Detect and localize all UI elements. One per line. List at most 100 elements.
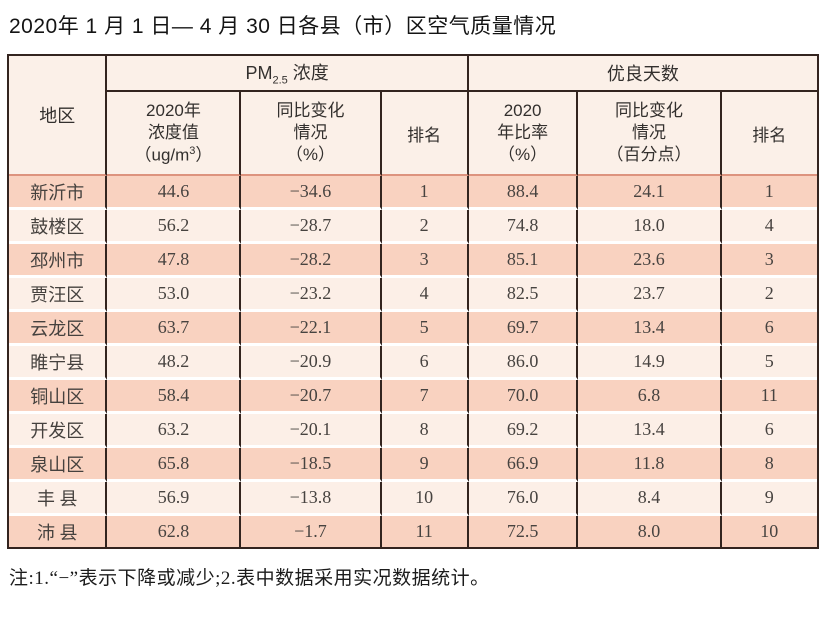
table-row: 泉山区 65.8 −18.5 9 66.9 11.8 8 [9, 448, 817, 482]
col-header-pm-rank: 排名 [381, 92, 469, 176]
pm-value-cell: 63.7 [107, 312, 242, 346]
pm-rank-cell: 10 [381, 482, 469, 516]
pm-rank-cell: 5 [381, 312, 469, 346]
good-change-cell: 18.0 [578, 210, 722, 244]
pm-value-cell: 62.8 [107, 516, 242, 547]
header-sub-row: 2020年 浓度值 （ug/m3） 同比变化 情况 （%） 排名 2020 年比… [9, 92, 817, 176]
good-rank-cell: 1 [721, 176, 817, 210]
good-rank-cell: 9 [721, 482, 817, 516]
table-row: 开发区 63.2 −20.1 8 69.2 13.4 6 [9, 414, 817, 448]
pm-value-cell: 44.6 [107, 176, 242, 210]
pm-change-cell: −1.7 [241, 516, 382, 547]
pm-value-cell: 47.8 [107, 244, 242, 278]
good-ratio-cell: 85.1 [468, 244, 579, 278]
region-cell: 新沂市 [9, 176, 108, 210]
good-ratio-cell: 69.7 [468, 312, 579, 346]
pm-change-cell: −20.1 [241, 414, 382, 448]
pm-rank-cell: 8 [381, 414, 469, 448]
good-rank-cell: 6 [721, 312, 817, 346]
good-change-cell: 6.8 [578, 380, 722, 414]
table-row: 丰 县 56.9 −13.8 10 76.0 8.4 9 [9, 482, 817, 516]
pm-value-cell: 63.2 [107, 414, 242, 448]
good-rank-cell: 8 [721, 448, 817, 482]
pm-rank-cell: 2 [381, 210, 469, 244]
page-title: 2020年 1 月 1 日— 4 月 30 日各县（市）区空气质量情况 [9, 15, 557, 38]
air-quality-table: 地区 PM2.5 浓度 优良天数 2020年 浓度值 （ug/m3） 同比变化 … [7, 54, 819, 549]
pm-rank-cell: 4 [381, 278, 469, 312]
good-change-cell: 14.9 [578, 346, 722, 380]
table-row: 云龙区 63.7 −22.1 5 69.7 13.4 6 [9, 312, 817, 346]
good-rank-cell: 11 [721, 380, 817, 414]
pm-change-cell: −13.8 [241, 482, 382, 516]
good-change-cell: 8.0 [578, 516, 722, 547]
good-ratio-cell: 76.0 [468, 482, 579, 516]
table-row: 邳州市 47.8 −28.2 3 85.1 23.6 3 [9, 244, 817, 278]
good-ratio-cell: 70.0 [468, 380, 579, 414]
col-header-pm-change: 同比变化 情况 （%） [241, 92, 382, 176]
good-ratio-cell: 88.4 [468, 176, 579, 210]
good-change-cell: 13.4 [578, 312, 722, 346]
col-header-pm-value: 2020年 浓度值 （ug/m3） [107, 92, 242, 176]
region-cell: 沛 县 [9, 516, 108, 547]
table-row: 鼓楼区 56.2 −28.7 2 74.8 18.0 4 [9, 210, 817, 244]
region-cell: 睢宁县 [9, 346, 108, 380]
pm-rank-cell: 9 [381, 448, 469, 482]
pm-change-cell: −28.7 [241, 210, 382, 244]
region-cell: 邳州市 [9, 244, 108, 278]
good-change-cell: 23.7 [578, 278, 722, 312]
good-rank-cell: 6 [721, 414, 817, 448]
cubic-superscript: 3 [189, 144, 196, 157]
pm-rank-cell: 1 [381, 176, 469, 210]
table-header: 地区 PM2.5 浓度 优良天数 2020年 浓度值 （ug/m3） 同比变化 … [9, 56, 817, 176]
table-row: 睢宁县 48.2 −20.9 6 86.0 14.9 5 [9, 346, 817, 380]
col-header-region: 地区 [9, 56, 108, 176]
good-change-cell: 11.8 [578, 448, 722, 482]
col-group-pm25: PM2.5 浓度 [107, 56, 469, 92]
good-ratio-cell: 69.2 [468, 414, 579, 448]
region-cell: 贾汪区 [9, 278, 108, 312]
good-change-cell: 24.1 [578, 176, 722, 210]
pm-rank-cell: 3 [381, 244, 469, 278]
pm-change-cell: −20.9 [241, 346, 382, 380]
pm-rank-cell: 7 [381, 380, 469, 414]
col-header-good-change: 同比变化 情况 （百分点） [578, 92, 722, 176]
good-rank-cell: 10 [721, 516, 817, 547]
region-cell: 开发区 [9, 414, 108, 448]
good-change-cell: 23.6 [578, 244, 722, 278]
pm-change-cell: −22.1 [241, 312, 382, 346]
pm-rank-cell: 11 [381, 516, 469, 547]
good-change-cell: 8.4 [578, 482, 722, 516]
region-cell: 云龙区 [9, 312, 108, 346]
table-row: 沛 县 62.8 −1.7 11 72.5 8.0 10 [9, 516, 817, 547]
good-ratio-cell: 74.8 [468, 210, 579, 244]
good-rank-cell: 2 [721, 278, 817, 312]
pm-value-cell: 53.0 [107, 278, 242, 312]
good-ratio-cell: 86.0 [468, 346, 579, 380]
header-group-row: 地区 PM2.5 浓度 优良天数 [9, 56, 817, 176]
region-cell: 铜山区 [9, 380, 108, 414]
pm-change-cell: −20.7 [241, 380, 382, 414]
region-cell: 丰 县 [9, 482, 108, 516]
col-group-good-days: 优良天数 [468, 56, 817, 92]
pm-change-cell: −18.5 [241, 448, 382, 482]
pm-change-cell: −34.6 [241, 176, 382, 210]
good-rank-cell: 3 [721, 244, 817, 278]
table-body: 新沂市 44.6 −34.6 1 88.4 24.1 1 鼓楼区 56.2 −2… [9, 176, 817, 547]
pm-value-cell: 48.2 [107, 346, 242, 380]
table-row: 铜山区 58.4 −20.7 7 70.0 6.8 11 [9, 380, 817, 414]
pm-value-cell: 65.8 [107, 448, 242, 482]
region-cell: 鼓楼区 [9, 210, 108, 244]
pm-value-cell: 58.4 [107, 380, 242, 414]
good-rank-cell: 4 [721, 210, 817, 244]
good-change-cell: 13.4 [578, 414, 722, 448]
col-header-good-ratio: 2020 年比率 （%） [468, 92, 579, 176]
col-header-good-rank: 排名 [721, 92, 817, 176]
page: 2020年 1 月 1 日— 4 月 30 日各县（市）区空气质量情况 地区 P… [7, 15, 819, 589]
pm-value-cell: 56.9 [107, 482, 242, 516]
pm-value-cell: 56.2 [107, 210, 242, 244]
good-rank-cell: 5 [721, 346, 817, 380]
good-ratio-cell: 82.5 [468, 278, 579, 312]
pm-change-cell: −23.2 [241, 278, 382, 312]
pm-rank-cell: 6 [381, 346, 469, 380]
region-cell: 泉山区 [9, 448, 108, 482]
